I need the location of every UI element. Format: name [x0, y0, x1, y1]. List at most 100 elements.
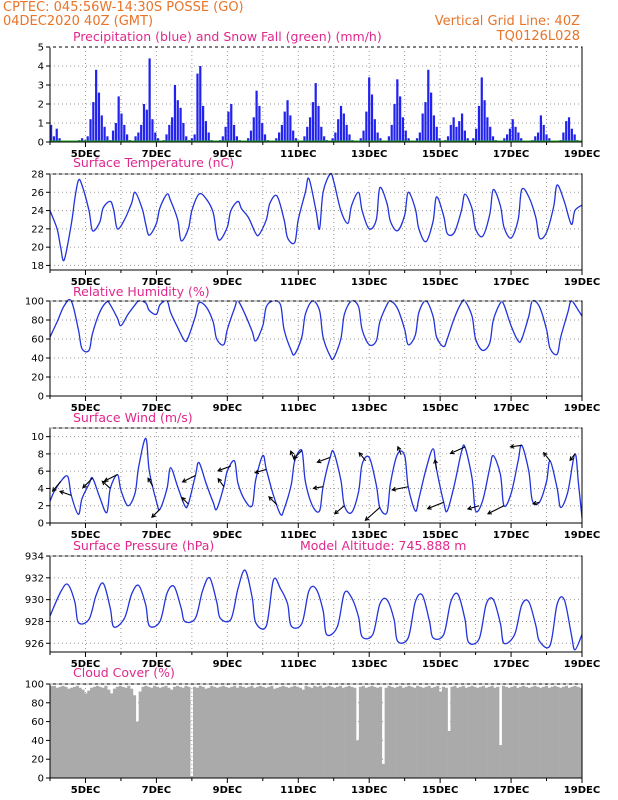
cloud-bar — [570, 686, 574, 778]
cloud-bar — [404, 686, 408, 778]
wind-arrow-head — [486, 510, 492, 515]
cloud-bar — [67, 688, 71, 778]
x-tick-label: 11DEC — [280, 149, 316, 160]
precip-bar — [182, 123, 185, 142]
precip-bar — [399, 96, 402, 142]
cloud-bar — [195, 687, 200, 778]
wind-arrow-shaft — [358, 452, 367, 462]
precip-bar — [334, 132, 337, 142]
cloud-bar — [201, 686, 205, 778]
precip-bar — [52, 136, 56, 142]
wind-arrow-head — [364, 516, 370, 522]
precip-bar — [283, 111, 286, 142]
y-tick-label: 5 — [38, 43, 44, 54]
cloud-bar — [253, 687, 257, 778]
cloud-bar — [273, 688, 277, 778]
precip-bar — [455, 126, 458, 142]
cloud-bar — [384, 687, 388, 778]
cloud-bar — [121, 686, 125, 778]
x-tick-label: 5DEC — [71, 149, 100, 160]
wind-arrow-head — [569, 456, 574, 462]
x-tick-label: 7DEC — [142, 277, 171, 288]
precip-bar — [252, 117, 255, 142]
cloud-bar — [135, 721, 139, 778]
cloud-bar — [453, 685, 457, 778]
precip-bar — [289, 115, 292, 142]
precip-bar — [286, 100, 289, 142]
precip-bar — [339, 105, 343, 142]
cloud-bar — [381, 763, 385, 778]
precip-bar — [308, 117, 312, 142]
precip-bar — [55, 128, 58, 142]
wind-arrow-head — [531, 500, 538, 506]
wind-arrow-shaft — [317, 456, 331, 463]
x-tick-label: 9DEC — [213, 659, 242, 670]
precip-bar — [151, 119, 154, 142]
cloud-bar — [238, 685, 242, 778]
cloud-bar — [376, 687, 380, 778]
y-tick-label: 932 — [25, 573, 44, 584]
cloud-bar — [161, 686, 165, 778]
wind-arrow-head — [151, 513, 156, 518]
precip-bar — [452, 117, 455, 142]
y-tick-label: 0 — [38, 519, 44, 530]
temperature-title: Surface Temperature (nC) — [73, 155, 234, 170]
precip-bar — [235, 136, 238, 142]
cloud-bar — [547, 687, 551, 778]
wind-arrow-head — [396, 445, 402, 451]
precip-bar — [311, 102, 314, 142]
wind-title: Surface Wind (m/s) — [73, 410, 193, 425]
x-tick-label: 15DEC — [422, 659, 458, 670]
cloud-bar — [561, 686, 566, 778]
x-tick-label: 13DEC — [351, 659, 387, 670]
wind-arrow — [391, 486, 409, 492]
cloud-bar — [255, 686, 260, 778]
temp-frame — [49, 173, 583, 271]
precip-bar — [370, 94, 374, 142]
precip-bar — [140, 124, 143, 142]
precip-bar — [185, 136, 188, 142]
precip-bar — [415, 138, 419, 142]
precip-bar — [418, 132, 421, 142]
cloud-bar — [330, 686, 334, 778]
precip-bar — [100, 115, 103, 142]
cloud-bar — [301, 689, 305, 778]
cloud-bar — [370, 685, 374, 778]
precip-bar — [503, 138, 506, 142]
cloud-bar — [64, 686, 68, 778]
wind-arrow — [181, 496, 189, 505]
x-tick-label: 11DEC — [280, 277, 316, 288]
precip-bar — [404, 130, 407, 142]
cloud-bar — [87, 690, 91, 778]
x-tick-label: 9DEC — [213, 277, 242, 288]
cloud-bar — [98, 686, 102, 778]
cloud-bar — [298, 687, 302, 778]
cloud-bar — [533, 685, 537, 778]
x-tick-label: 9DEC — [213, 403, 242, 414]
precip-bar — [224, 126, 227, 142]
wind-arrow — [268, 496, 278, 506]
cloud-bar — [250, 685, 254, 778]
x-tick-label: 9DEC — [213, 785, 242, 796]
cloud-bar — [338, 685, 343, 778]
x-tick-label: 17DEC — [493, 785, 529, 796]
precip-bar — [435, 126, 438, 142]
precipitation-title: Precipitation (blue) and Snow Fall (gree… — [73, 29, 382, 44]
precip-bar — [176, 100, 179, 142]
cloud-cover-title: Cloud Cover (%) — [73, 665, 175, 680]
wind-arrow-head — [101, 480, 107, 486]
cloud-bar — [473, 686, 477, 778]
cloud-bar — [496, 686, 500, 778]
wind-series-line — [49, 437, 583, 518]
cloud-bar — [81, 689, 85, 778]
y-tick-label: 20 — [31, 373, 44, 384]
cloud-bar — [567, 687, 571, 778]
y-tick-label: 24 — [31, 206, 44, 217]
y-tick-label: 2 — [38, 100, 44, 111]
wind-arrow-shaft — [334, 505, 345, 515]
y-tick-label: 10 — [31, 432, 44, 443]
y-tick-label: 8 — [38, 449, 44, 460]
y-tick-label: 1 — [38, 119, 44, 130]
x-tick-label: 15DEC — [422, 149, 458, 160]
y-tick-label: 28 — [31, 170, 44, 181]
